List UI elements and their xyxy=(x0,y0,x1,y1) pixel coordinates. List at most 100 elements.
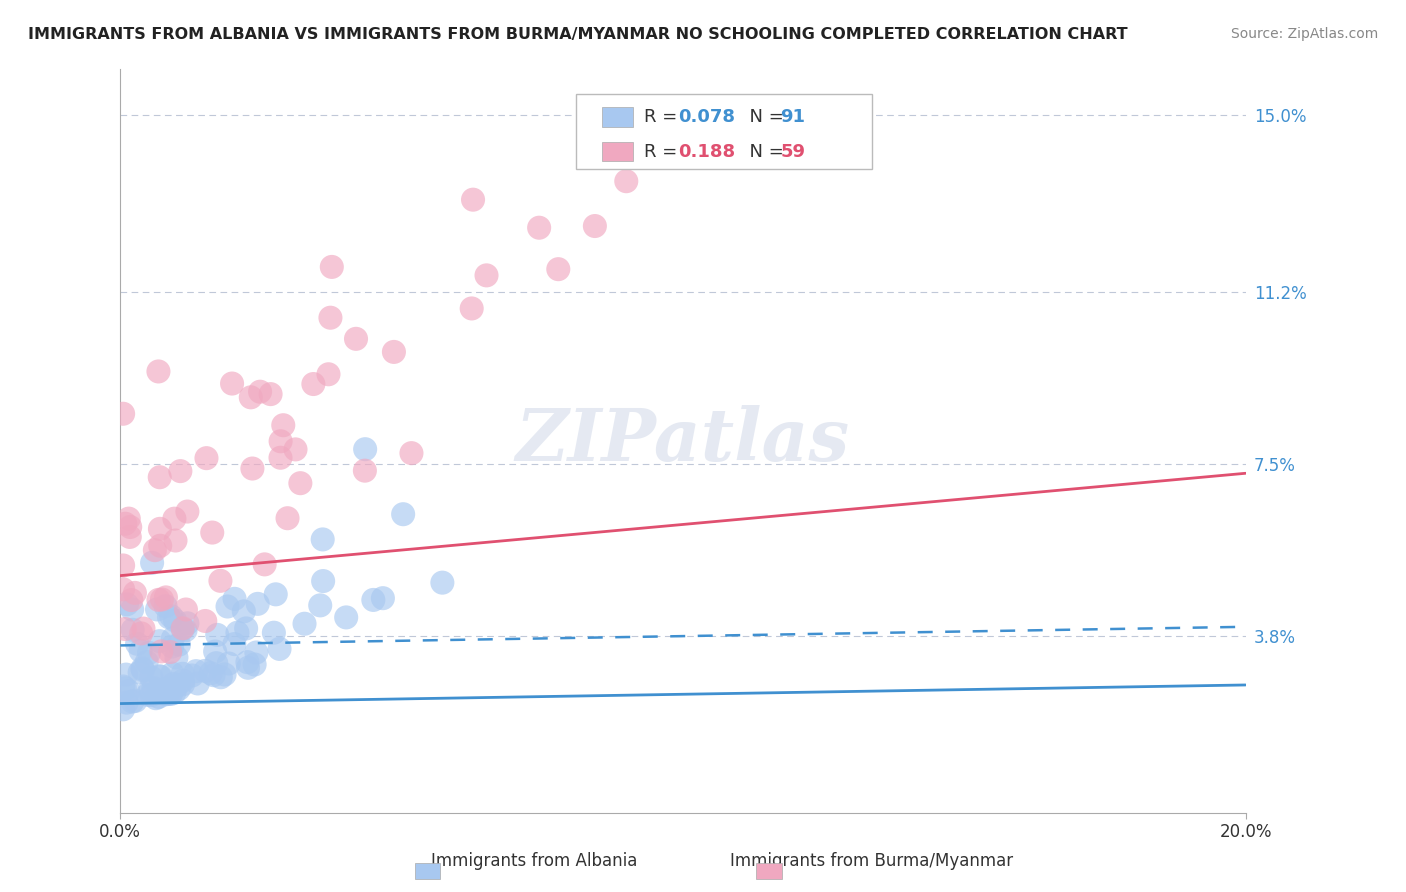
Immigrants from Burma/Myanmar xyxy=(148,364,170,378)
Text: N =: N = xyxy=(738,108,790,126)
Immigrants from Burma/Myanmar xyxy=(120,593,142,607)
Immigrants from Albania xyxy=(194,664,217,678)
Immigrants from Burma/Myanmar xyxy=(112,407,135,421)
Immigrants from Albania xyxy=(127,637,149,651)
Immigrants from Albania xyxy=(236,661,259,675)
Text: Immigrants from Burma/Myanmar: Immigrants from Burma/Myanmar xyxy=(730,852,1014,870)
Immigrants from Burma/Myanmar xyxy=(614,174,637,188)
Immigrants from Albania xyxy=(121,602,143,616)
Immigrants from Albania xyxy=(155,682,177,697)
Text: 59: 59 xyxy=(780,143,806,161)
Immigrants from Albania xyxy=(205,656,228,670)
Immigrants from Albania xyxy=(371,591,394,606)
Immigrants from Albania xyxy=(128,665,150,680)
Immigrants from Albania xyxy=(115,667,138,681)
Immigrants from Burma/Myanmar xyxy=(249,384,271,399)
Immigrants from Burma/Myanmar xyxy=(270,450,292,465)
Immigrants from Albania xyxy=(200,666,222,681)
Immigrants from Burma/Myanmar xyxy=(354,464,377,478)
Immigrants from Albania xyxy=(138,646,160,660)
Immigrants from Albania xyxy=(174,624,197,638)
Immigrants from Albania xyxy=(226,625,249,640)
Immigrants from Burma/Myanmar xyxy=(148,593,170,607)
Immigrants from Albania xyxy=(149,634,172,648)
Immigrants from Burma/Myanmar xyxy=(195,451,218,466)
Immigrants from Albania xyxy=(172,666,194,681)
Text: 0.188: 0.188 xyxy=(678,143,735,161)
Immigrants from Burma/Myanmar xyxy=(209,574,232,588)
Immigrants from Albania xyxy=(432,575,454,590)
Immigrants from Albania xyxy=(162,632,184,646)
Immigrants from Burma/Myanmar xyxy=(290,476,312,491)
Immigrants from Burma/Myanmar xyxy=(239,390,262,404)
Immigrants from Albania xyxy=(117,684,139,698)
Immigrants from Albania xyxy=(363,593,385,607)
Immigrants from Albania xyxy=(145,691,167,706)
Immigrants from Burma/Myanmar xyxy=(284,442,307,457)
Text: Source: ZipAtlas.com: Source: ZipAtlas.com xyxy=(1230,27,1378,41)
Immigrants from Burma/Myanmar xyxy=(319,310,342,325)
Immigrants from Albania xyxy=(163,686,186,700)
Immigrants from Albania xyxy=(209,670,232,684)
Immigrants from Albania xyxy=(167,638,190,652)
Immigrants from Albania xyxy=(167,681,190,696)
Immigrants from Albania xyxy=(246,597,269,611)
Text: IMMIGRANTS FROM ALBANIA VS IMMIGRANTS FROM BURMA/MYANMAR NO SCHOOLING COMPLETED : IMMIGRANTS FROM ALBANIA VS IMMIGRANTS FR… xyxy=(28,27,1128,42)
Immigrants from Albania xyxy=(112,680,135,694)
Immigrants from Albania xyxy=(157,610,180,624)
Immigrants from Burma/Myanmar xyxy=(163,511,186,525)
Immigrants from Burma/Myanmar xyxy=(120,520,142,534)
Immigrants from Burma/Myanmar xyxy=(321,260,343,274)
Immigrants from Albania xyxy=(155,687,177,701)
Immigrants from Albania xyxy=(269,641,291,656)
Immigrants from Albania xyxy=(172,677,194,691)
Immigrants from Burma/Myanmar xyxy=(172,621,194,635)
Immigrants from Burma/Myanmar xyxy=(259,387,281,401)
Immigrants from Albania xyxy=(162,666,184,681)
Immigrants from Burma/Myanmar xyxy=(547,262,569,277)
Immigrants from Burma/Myanmar xyxy=(129,626,152,640)
Immigrants from Albania xyxy=(232,604,254,618)
Immigrants from Albania xyxy=(148,669,170,683)
Immigrants from Albania xyxy=(243,657,266,672)
Immigrants from Albania xyxy=(202,668,225,682)
Immigrants from Albania xyxy=(335,610,357,624)
Immigrants from Burma/Myanmar xyxy=(114,622,136,636)
Immigrants from Burma/Myanmar xyxy=(112,582,135,597)
Immigrants from Burma/Myanmar xyxy=(401,446,423,460)
Immigrants from Burma/Myanmar xyxy=(460,301,482,316)
Immigrants from Burma/Myanmar xyxy=(276,511,298,525)
Immigrants from Albania xyxy=(160,640,183,654)
Immigrants from Albania xyxy=(131,662,153,676)
Text: R =: R = xyxy=(644,108,683,126)
Immigrants from Albania xyxy=(121,623,143,637)
Immigrants from Albania xyxy=(294,616,316,631)
Immigrants from Albania xyxy=(135,655,157,669)
Immigrants from Albania xyxy=(155,599,177,613)
Text: ZIPatlas: ZIPatlas xyxy=(516,405,851,476)
Immigrants from Burma/Myanmar xyxy=(114,516,136,531)
Immigrants from Burma/Myanmar xyxy=(155,591,177,605)
Immigrants from Albania xyxy=(165,650,187,665)
Text: 91: 91 xyxy=(780,108,806,126)
Immigrants from Albania xyxy=(146,602,169,616)
Text: Immigrants from Albania: Immigrants from Albania xyxy=(432,852,637,870)
Immigrants from Albania xyxy=(224,591,246,606)
Immigrants from Albania xyxy=(176,616,198,631)
Immigrants from Albania xyxy=(132,663,155,677)
Immigrants from Albania xyxy=(149,670,172,684)
Immigrants from Albania xyxy=(166,678,188,692)
Immigrants from Albania xyxy=(218,657,240,671)
Immigrants from Burma/Myanmar xyxy=(344,332,367,346)
Immigrants from Albania xyxy=(207,628,229,642)
Immigrants from Burma/Myanmar xyxy=(318,368,340,382)
Immigrants from Burma/Myanmar xyxy=(143,543,166,558)
Immigrants from Burma/Myanmar xyxy=(174,602,197,616)
Immigrants from Albania xyxy=(162,677,184,691)
Immigrants from Albania xyxy=(235,621,257,635)
Immigrants from Albania xyxy=(217,599,239,614)
Immigrants from Burma/Myanmar xyxy=(124,586,146,600)
Immigrants from Albania xyxy=(181,668,204,682)
Immigrants from Burma/Myanmar xyxy=(382,345,405,359)
Immigrants from Albania xyxy=(115,696,138,710)
